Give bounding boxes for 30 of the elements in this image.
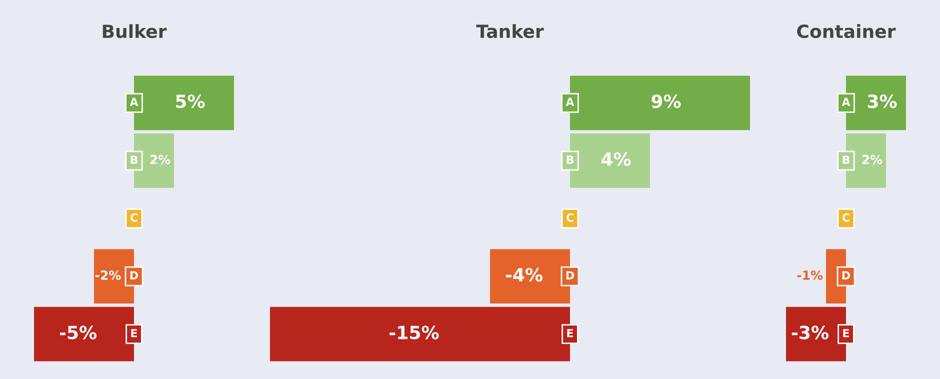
data-label: 2% <box>862 154 882 164</box>
data-label: -3% <box>792 326 828 340</box>
category-label: E <box>843 329 849 338</box>
category-label: A <box>842 98 850 106</box>
data-label: -4% <box>506 268 542 282</box>
category-label: A <box>130 98 138 106</box>
category-label: B <box>566 156 574 164</box>
data-label: 5% <box>176 94 205 108</box>
category-label: E <box>567 329 573 338</box>
chart-title: Bulker <box>102 24 167 38</box>
category-label: D <box>842 271 850 280</box>
chart-title: Tanker <box>476 24 544 38</box>
category-label: A <box>566 98 574 106</box>
data-label: -2% <box>95 270 121 280</box>
data-label: 2% <box>150 154 170 164</box>
data-label: -15% <box>390 326 439 340</box>
data-label: -5% <box>60 326 96 340</box>
data-label: -1% <box>797 270 823 280</box>
data-label: 9% <box>652 94 681 108</box>
category-label: C <box>130 213 138 222</box>
category-label: C <box>566 213 574 222</box>
category-label: D <box>566 271 574 280</box>
category-label: C <box>842 213 850 222</box>
data-label: 3% <box>868 94 897 108</box>
chart-title: Container <box>797 24 896 38</box>
data-label: 4% <box>601 152 631 166</box>
category-label: B <box>130 156 138 164</box>
category-label: E <box>131 329 137 338</box>
category-label: D <box>130 271 138 280</box>
category-label: B <box>842 156 850 164</box>
